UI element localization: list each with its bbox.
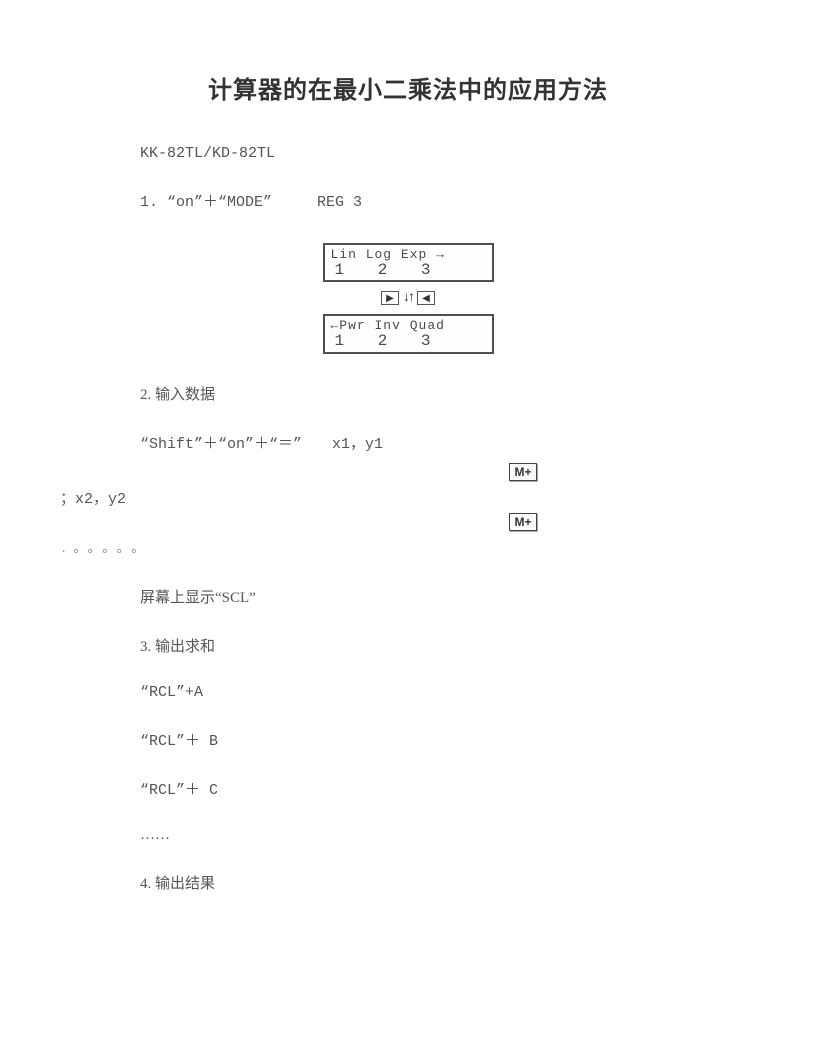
step3-a: “RCL”+A <box>140 684 756 701</box>
step2-label: 2. 输入数据 <box>140 383 756 404</box>
lcd-display-2: ←Pwr Inv Quad 1 2 3 <box>323 314 494 353</box>
lcd-group: Lin Log Exp → 1 2 3 ▶ ↓↑ ◀ ←Pwr Inv Quad… <box>60 239 756 358</box>
model-line: KK-82TL/KD-82TL <box>140 145 756 162</box>
page: 计算器的在最小二乘法中的应用方法 KK-82TL/KD-82TL 1. “on”… <box>0 0 816 1056</box>
step1-line: 1. “on”＋“MODE” REG 3 <box>140 190 756 211</box>
step2-dots: .。。。。。 <box>62 537 756 556</box>
lcd2-bot: 1 2 3 <box>331 333 486 350</box>
step2-scl: 屏幕上显示“SCL” <box>140 586 756 607</box>
lcd1-bot: 1 2 3 <box>331 262 486 279</box>
lcd2-top: ←Pwr Inv Quad <box>331 319 486 333</box>
arrow-right-icon: ▶ <box>381 291 399 305</box>
arrow-row: ▶ ↓↑ ◀ <box>381 290 435 306</box>
arrow-left-icon: ◀ <box>417 291 435 305</box>
step2-x2-line: ；x2，y2 <box>60 487 756 508</box>
lcd-display-1: Lin Log Exp → 1 2 3 <box>323 243 494 282</box>
step3-b: “RCL”＋ B <box>140 729 756 750</box>
key-row-2: M+ <box>290 512 756 530</box>
step3-c: “RCL”＋ C <box>140 778 756 799</box>
lcd1-top: Lin Log Exp → <box>331 248 486 262</box>
page-title: 计算器的在最小二乘法中的应用方法 <box>60 70 756 105</box>
step3-dots: …… <box>140 827 756 844</box>
step4-label: 4. 输出结果 <box>140 872 756 893</box>
step2-shift-line: “Shift”＋“on”＋“＝” x1，y1 <box>140 432 756 453</box>
mplus-key-icon-2: M+ <box>509 513 536 531</box>
step3-label: 3. 输出求和 <box>140 635 756 656</box>
arrow-updown-icon: ↓↑ <box>403 290 413 306</box>
mplus-key-icon: M+ <box>509 463 536 481</box>
key-row-1: M+ <box>290 463 756 481</box>
